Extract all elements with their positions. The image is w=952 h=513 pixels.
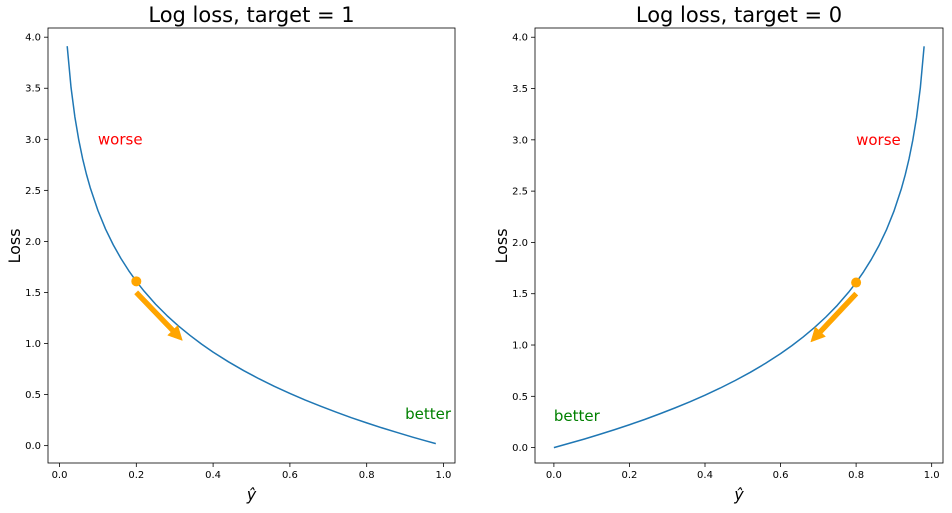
x-tick-label: 0.2 (128, 470, 144, 481)
y-tick-label: 1.5 (512, 289, 528, 300)
chart-title: Log loss, target = 1 (148, 3, 354, 27)
axes-frame (534, 27, 944, 464)
x-tick-label: 0.4 (205, 470, 221, 481)
y-tick-label: 0.5 (512, 392, 528, 403)
y-axis-label: Loss (5, 228, 24, 263)
chart-panel-target-1: Log loss, target = 1 ŷ Loss 0.0 0.2 0.4 0.6… (5, 3, 456, 504)
gradient-arrow (134, 290, 183, 341)
y-tick-label: 0.0 (25, 441, 41, 452)
y-tick-label: 1.0 (25, 339, 41, 350)
x-tick-label: 0.8 (848, 470, 864, 481)
x-tick-label: 0.4 (697, 470, 713, 481)
current-point-marker (131, 276, 142, 287)
y-tick-label: 4.0 (25, 33, 41, 44)
x-tick-label: 0.6 (282, 470, 298, 481)
y-tick-label: 0.0 (512, 443, 528, 454)
y-tick-label: 3.5 (512, 84, 528, 95)
x-tick-label: 0.0 (546, 470, 562, 481)
y-tick-label: 0.5 (25, 390, 41, 401)
x-tick-label: 0.6 (773, 470, 789, 481)
x-tick-label: 0.8 (359, 470, 375, 481)
y-tick-label: 2.0 (512, 238, 528, 249)
annotation-better: better (405, 405, 452, 423)
x-axis-label: ŷ (246, 485, 257, 504)
y-tick-label: 1.5 (25, 288, 41, 299)
current-point-marker (851, 277, 862, 288)
y-tick-label: 3.0 (512, 135, 528, 146)
y-tick-label: 2.0 (25, 237, 41, 248)
plot-area: 0.0 0.2 0.4 0.6 0.8 1.0 0.0 0.5 1.0 1.5 2.0 2.5 3.0 3… (25, 27, 456, 481)
y-tick-label: 1.0 (512, 341, 528, 352)
loss-curve-line (553, 46, 925, 449)
loss-curve-line (66, 46, 436, 445)
gradient-arrow (810, 291, 859, 343)
x-tick-label: 1.0 (924, 470, 940, 481)
plot-area: 0.0 0.2 0.4 0.6 0.8 1.0 0.0 0.5 1.0 1.5 2.0 2.5 3.0 3… (512, 27, 944, 481)
y-tick-label: 3.0 (25, 135, 41, 146)
x-tick-label: 0.0 (52, 470, 68, 481)
y-tick-label: 3.5 (25, 84, 41, 95)
y-tick-label: 4.0 (512, 33, 528, 44)
annotation-better: better (554, 407, 601, 425)
annotation-worse: worse (98, 130, 143, 148)
axes-frame (47, 27, 456, 464)
chart-panel-target-0: Log loss, target = 0 ŷ Loss 0.0 0.2 0.4 0.6… (492, 3, 944, 504)
y-tick-label: 2.5 (25, 186, 41, 197)
annotation-worse: worse (856, 131, 901, 149)
chart-title: Log loss, target = 0 (636, 3, 842, 27)
x-tick-label: 1.0 (436, 470, 452, 481)
x-axis-label: ŷ (733, 485, 744, 504)
x-tick-label: 0.2 (621, 470, 637, 481)
y-axis-label: Loss (492, 228, 511, 263)
y-tick-label: 2.5 (512, 187, 528, 198)
